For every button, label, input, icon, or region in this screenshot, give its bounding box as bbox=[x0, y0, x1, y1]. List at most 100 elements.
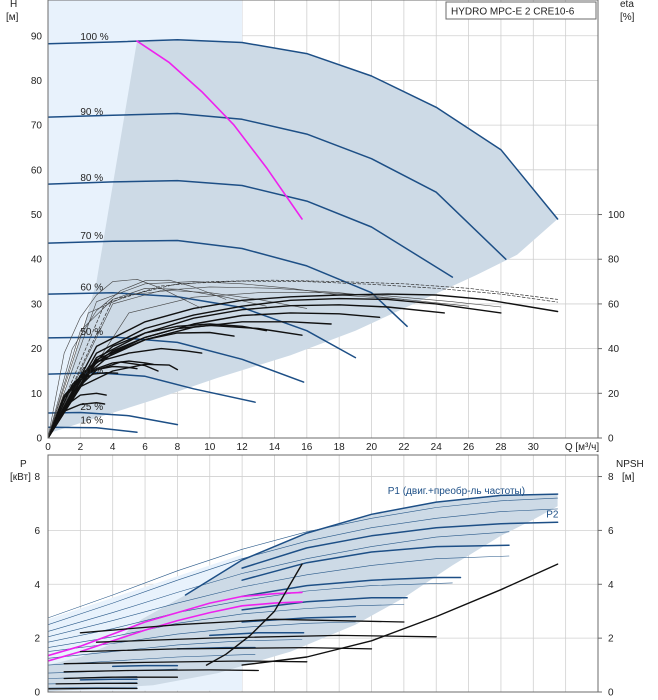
h-tick-label: 0 bbox=[36, 434, 42, 445]
top-speed-curve-8 bbox=[48, 371, 256, 403]
npsh-axis-unit: [м] bbox=[622, 472, 635, 483]
bottom-p-bold-curve-34 bbox=[63, 676, 179, 680]
top-eta-thin-curve-16 bbox=[48, 292, 502, 438]
top-speed-curve-2 bbox=[48, 39, 559, 220]
bottom-p-bold-curve-30 bbox=[95, 634, 437, 643]
eta-tick-label: 0 bbox=[608, 434, 614, 445]
eta-tick-label: 80 bbox=[608, 255, 620, 266]
bottom-p-bold-curve-29 bbox=[79, 618, 405, 634]
speed-label: 16 % bbox=[80, 416, 103, 427]
speed-label: 50 % bbox=[80, 327, 103, 338]
bottom-p-thin-curve-3 bbox=[48, 508, 558, 625]
h-tick-label: 60 bbox=[31, 165, 43, 176]
x-axis-label: Q [м³/ч] bbox=[565, 442, 600, 453]
top-envelope-operating-area bbox=[48, 39, 558, 434]
top-curves bbox=[48, 39, 559, 438]
bottom-plot-frame bbox=[47, 454, 599, 693]
h-tick-label: 20 bbox=[31, 344, 43, 355]
x-tick-label: 18 bbox=[334, 442, 346, 453]
x-tick-label: 24 bbox=[431, 442, 443, 453]
npsh-tick-label: 0 bbox=[608, 688, 614, 699]
x-tick-label: 20 bbox=[366, 442, 378, 453]
top-eta-bold-curve-27 bbox=[48, 347, 203, 438]
npsh-axis-label: NPSH bbox=[616, 459, 644, 470]
x-tick-label: 2 bbox=[78, 442, 84, 453]
x-tick-label: 28 bbox=[495, 442, 507, 453]
eta-tick-label: 20 bbox=[608, 389, 620, 400]
x-tick-label: 0 bbox=[45, 442, 51, 453]
p-axis-ticks: 0 2 4 6 8 bbox=[34, 472, 40, 698]
top-eta-bold-curve-32 bbox=[48, 363, 179, 438]
top-eta-bold-curve-31 bbox=[48, 361, 159, 438]
bottom-p-thin-curve-14 bbox=[48, 686, 138, 689]
top-envelope-areas bbox=[48, 0, 558, 438]
title-box bbox=[445, 1, 597, 20]
top-speed-curve-5 bbox=[48, 239, 408, 328]
x-tick-label: 30 bbox=[528, 442, 540, 453]
bottom-p-thin-curve-4 bbox=[48, 531, 510, 632]
x-tick-label: 4 bbox=[110, 442, 116, 453]
x-tick-label: 16 bbox=[301, 442, 313, 453]
top-eta-thin-curve-14 bbox=[48, 281, 405, 438]
curve-annotation: P1 (двиг.+преобр-ль частоты) bbox=[388, 485, 525, 497]
bottom-p-speed-curve-16 bbox=[241, 521, 559, 569]
bottom-npsh-curve-28 bbox=[241, 563, 559, 666]
top-eta-bold-curve-34 bbox=[48, 402, 106, 438]
h-tick-label: 70 bbox=[31, 121, 43, 132]
bottom-p-bold-curve-32 bbox=[63, 660, 308, 665]
h-tick-label: 50 bbox=[31, 210, 43, 221]
bottom-p-speed-curve-19 bbox=[241, 596, 408, 611]
p-tick-label: 6 bbox=[34, 526, 40, 537]
chart-title: HYDRO MPC-E 2 CRE10-6 bbox=[451, 7, 575, 18]
speed-label: 40 % bbox=[80, 366, 103, 377]
x-tick-label: 14 bbox=[269, 442, 281, 453]
top-eta-bold-curve-21 bbox=[48, 304, 445, 438]
eta-tick-label: 40 bbox=[608, 344, 620, 355]
speed-label: 100 % bbox=[80, 32, 108, 43]
bottom-p-bold-curve-35 bbox=[55, 682, 138, 685]
bottom-p-bold-curve-31 bbox=[79, 646, 373, 653]
top-eta-bold-curve-25 bbox=[48, 323, 268, 438]
top-eta-bold-curve-19 bbox=[48, 293, 559, 438]
top-speed-curve-3 bbox=[48, 112, 507, 260]
h-axis-label: H bbox=[10, 0, 17, 10]
top-speed-curve-7 bbox=[48, 336, 305, 383]
bottom-p-speed-curve-20 bbox=[241, 615, 357, 623]
top-speed-curve-10 bbox=[48, 426, 138, 433]
bottom-p-thin-curve-2 bbox=[48, 497, 558, 619]
x-tick-label: 10 bbox=[204, 442, 216, 453]
speed-label: 80 % bbox=[80, 173, 103, 184]
x-tick-label: 22 bbox=[398, 442, 410, 453]
top-eta-bold-curve-22 bbox=[48, 312, 381, 438]
h-tick-label: 80 bbox=[31, 76, 43, 87]
speed-label: 90 % bbox=[80, 107, 103, 118]
bottom-p-bold-curve-33 bbox=[63, 669, 259, 673]
npsh-tick-label: 8 bbox=[608, 472, 614, 483]
bottom-p-thin-curve-5 bbox=[48, 555, 510, 638]
h-tick-label: 90 bbox=[31, 31, 43, 42]
bottom-load-curve-25 bbox=[48, 591, 303, 657]
bottom-load-curve-26 bbox=[48, 601, 303, 662]
top-eta-bold-curve-20 bbox=[48, 297, 502, 438]
top-eta-bold-curve-33 bbox=[48, 392, 107, 438]
speed-labels: 100 % 90 % 80 % 70 % 60 % 50 % 40 % 25 % 16 % bbox=[80, 32, 108, 426]
bottom-p-speed-curve-24 bbox=[79, 678, 138, 681]
bottom-curves bbox=[48, 493, 559, 690]
h-axis-unit: [м] bbox=[6, 12, 19, 23]
top-plot-frame bbox=[47, 0, 599, 439]
top-eta-thin-curve-15 bbox=[48, 286, 469, 438]
bottom-p-speed-curve-23 bbox=[111, 664, 179, 668]
x-tick-label: 12 bbox=[237, 442, 249, 453]
h-axis-ticks: 0 10 20 30 40 50 60 70 80 90 bbox=[31, 31, 43, 444]
p-axis-unit: [кВт] bbox=[10, 472, 31, 483]
h-tick-label: 10 bbox=[31, 389, 43, 400]
bottom-p-thin-curve-7 bbox=[48, 604, 405, 648]
p-tick-label: 2 bbox=[34, 634, 40, 645]
h-tick-label: 40 bbox=[31, 255, 43, 266]
x-tick-label: 26 bbox=[463, 442, 475, 453]
eta-axis-label: eta bbox=[620, 0, 634, 10]
p-axis-label: P bbox=[20, 459, 27, 470]
bottom-p-speed-curve-15 bbox=[184, 493, 559, 596]
eta-axis-unit: [%] bbox=[620, 12, 635, 23]
eta-tick-label: 100 bbox=[608, 210, 625, 221]
